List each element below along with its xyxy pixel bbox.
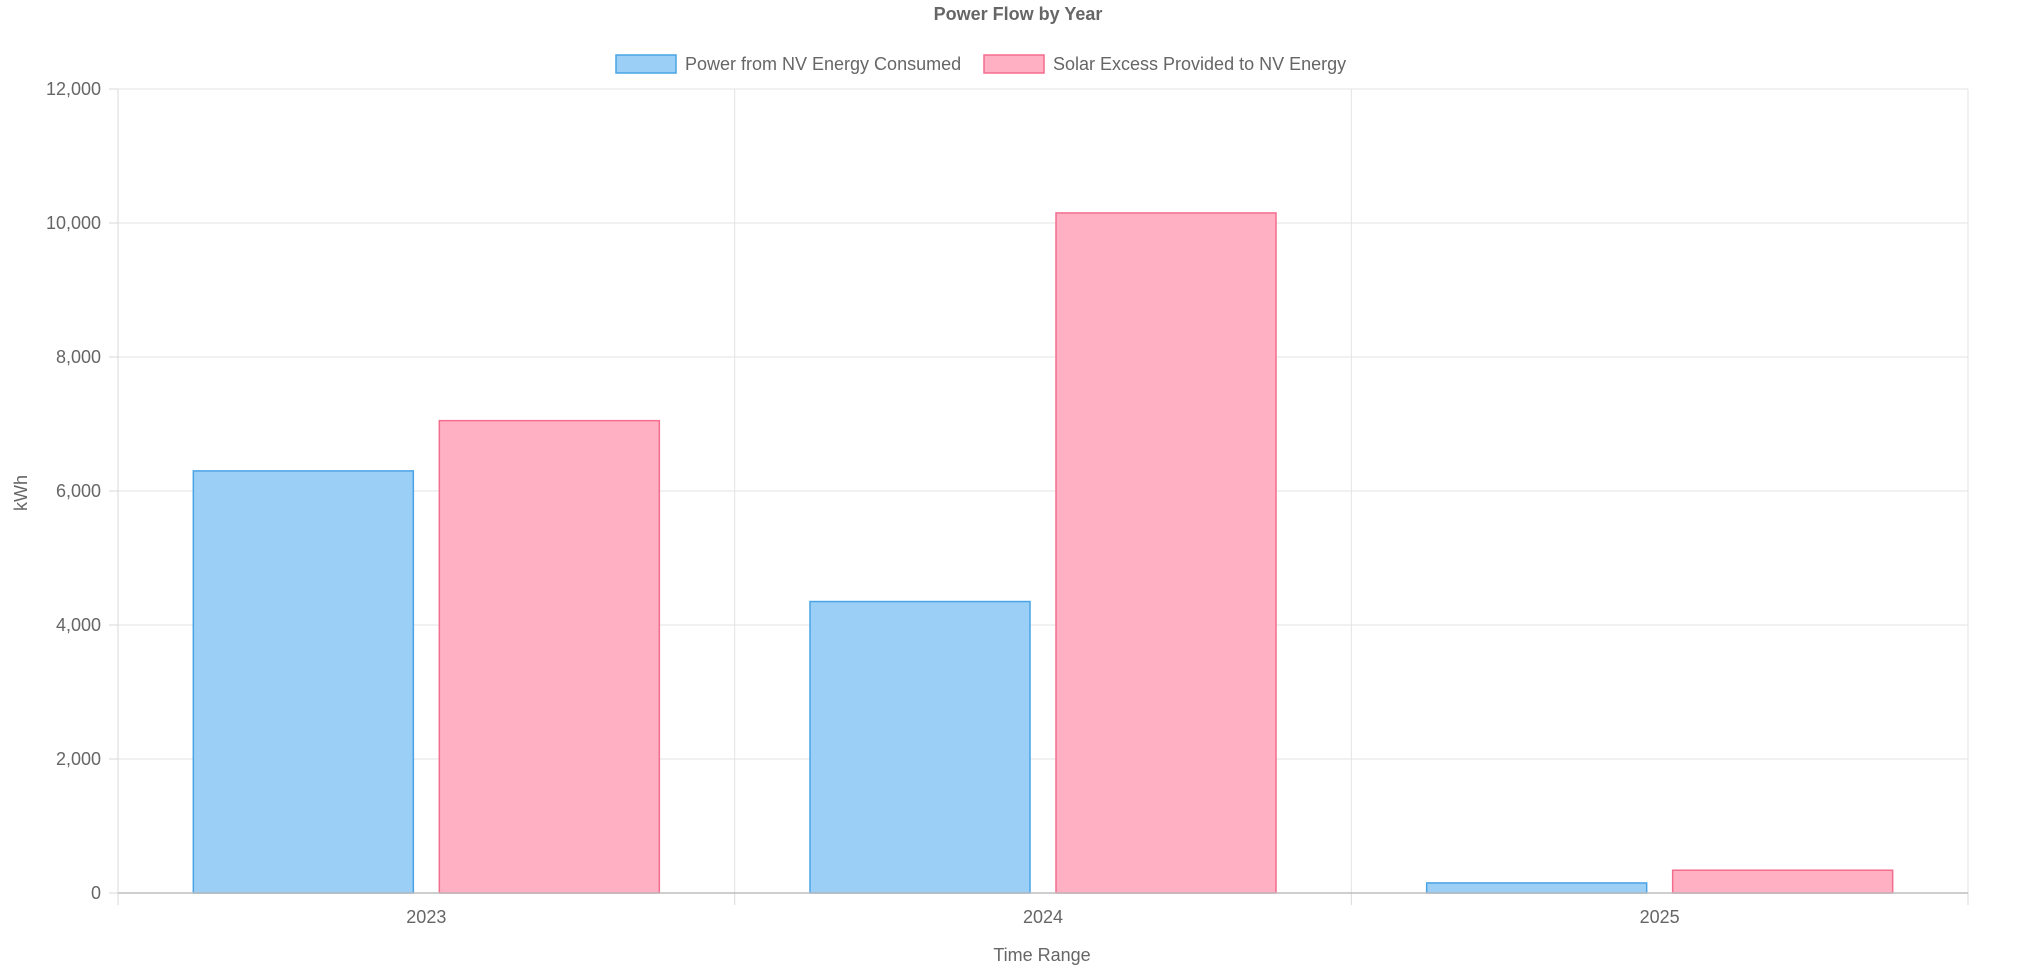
legend-swatch — [615, 54, 677, 74]
bar-2024-series-2[interactable] — [1055, 212, 1277, 894]
y-tick-label: 10,000 — [46, 213, 101, 233]
legend-label: Solar Excess Provided to NV Energy — [1053, 54, 1346, 74]
x-tick-label: 2025 — [1640, 907, 1680, 927]
axes: 0 2,000 4,000 6,000 8,000 10,000 12,000 2023 202… — [46, 79, 1969, 927]
y-tick-label: 2,000 — [56, 749, 101, 769]
y-tick-label: 12,000 — [46, 79, 101, 99]
x-tick-label: 2024 — [1023, 907, 1063, 927]
y-tick-label: 0 — [91, 883, 101, 903]
y-tick-label: 8,000 — [56, 347, 101, 367]
x-tick-label: 2023 — [406, 907, 446, 927]
legend-swatch — [983, 54, 1045, 74]
legend: Power from NV Energy Consumed Solar Exces… — [615, 54, 1346, 74]
bar-2023-series-1[interactable] — [192, 470, 415, 894]
legend-item-series-2[interactable]: Solar Excess Provided to NV Energy — [983, 54, 1346, 74]
grid — [117, 88, 1969, 893]
bar-2023-series-2[interactable] — [438, 419, 661, 894]
legend-label: Power from NV Energy Consumed — [685, 54, 961, 74]
y-axis-label: kWh — [11, 475, 31, 511]
bar-2025-series-2[interactable] — [1671, 869, 1894, 894]
legend-item-series-1[interactable]: Power from NV Energy Consumed — [615, 54, 961, 74]
y-tick-label: 6,000 — [56, 481, 101, 501]
y-tick-label: 4,000 — [56, 615, 101, 635]
bars — [192, 212, 1894, 894]
bar-2025-series-1[interactable] — [1425, 882, 1648, 894]
x-axis-label: Time Range — [993, 945, 1090, 965]
bar-2024-series-1[interactable] — [809, 600, 1031, 894]
chart-title: Power Flow by Year — [934, 4, 1103, 24]
